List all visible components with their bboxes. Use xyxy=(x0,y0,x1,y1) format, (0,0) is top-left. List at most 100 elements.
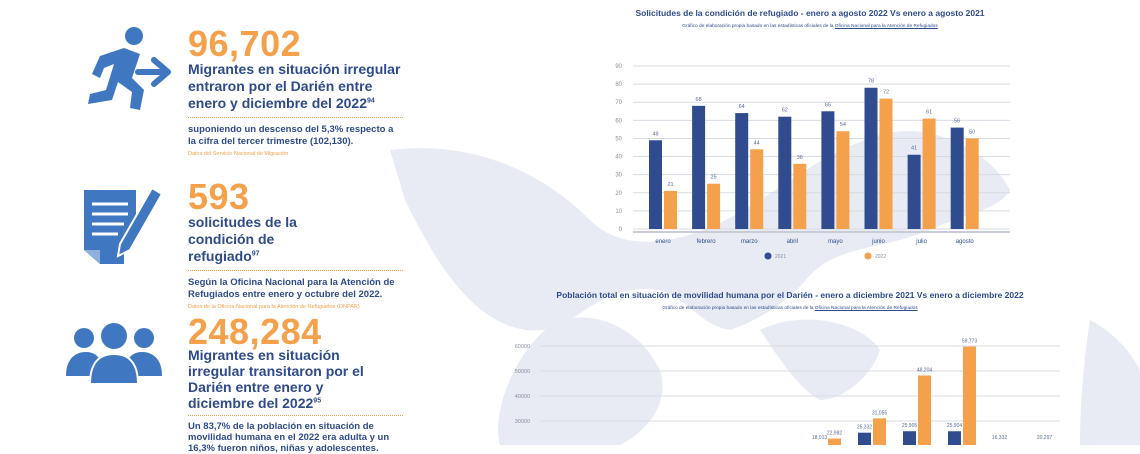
stat-heading: Migrantes en situación irregular entraro… xyxy=(188,61,403,112)
x-tick-label: abril xyxy=(787,239,798,245)
footnote: 97 xyxy=(251,250,260,258)
data-label: 18,013 xyxy=(812,435,828,441)
data-label: 72 xyxy=(883,90,889,96)
bar-2021-marzo xyxy=(735,113,749,229)
legend-marker-2022 xyxy=(864,252,872,260)
subtitle-text: Gráfico de elaboración propia basado en … xyxy=(662,306,815,311)
y-tick-label: 0 xyxy=(619,227,623,233)
y-tick-label: 80 xyxy=(615,82,622,88)
data-label: 48,204 xyxy=(917,367,933,373)
data-label: 61 xyxy=(926,110,932,116)
stat-source: Datos del Servicio Nacional de Migración xyxy=(188,151,289,157)
stat-body: suponiendo un descenso del 5,3% respecto… xyxy=(188,124,394,147)
heading-text: Migrantes en situación irregular entraro… xyxy=(188,61,401,111)
stat-heading: solicitudes de la condición de refugiado… xyxy=(188,214,348,265)
data-label: 65 xyxy=(825,102,831,108)
bar-2021 xyxy=(858,432,871,445)
stat-migrants-entered: 96,702 Migrantes en situación irregular … xyxy=(188,23,403,157)
y-tick-label: 40 xyxy=(615,155,622,161)
dotted-divider xyxy=(188,117,403,118)
data-label: 25,905 xyxy=(902,423,918,429)
bar-2022-enero xyxy=(664,190,677,229)
bar-2022-mayo xyxy=(836,131,850,229)
y-tick-label: 70 xyxy=(615,100,622,106)
data-label: 20,297 xyxy=(1037,435,1053,441)
bar-2022-febrero xyxy=(707,183,721,229)
footnote: 94 xyxy=(366,97,375,105)
bar-2022-agosto xyxy=(965,138,979,229)
document-pencil-icon xyxy=(84,186,164,264)
bar-2022 xyxy=(873,418,886,445)
y-tick-label: 60 xyxy=(615,118,622,124)
y-tick-label: 10 xyxy=(615,209,622,215)
stat-heading: Migrantes en situación irregular transit… xyxy=(188,347,378,411)
bar-2021-junio xyxy=(864,87,878,229)
data-label: 78 xyxy=(868,79,874,85)
bar-2021-enero xyxy=(649,140,662,229)
data-label: 49 xyxy=(652,131,658,137)
chart1-subtitle: Gráfico de elaboración propia basado en … xyxy=(600,24,1020,29)
x-tick-label: marzo xyxy=(741,239,758,245)
y-tick-label: 60000 xyxy=(515,344,530,350)
stat-body: Según la Oficina Nacional para la Atenci… xyxy=(188,277,395,300)
y-tick-label: 50 xyxy=(615,136,622,142)
data-label: 25 xyxy=(711,175,717,181)
people-group-icon xyxy=(66,323,162,385)
data-label: 54 xyxy=(840,122,846,128)
data-label: 36 xyxy=(797,155,803,161)
data-label: 25,904 xyxy=(947,423,963,429)
bar-2021-agosto xyxy=(950,127,964,229)
data-label: 44 xyxy=(754,140,760,146)
stat-number: 96,702 xyxy=(188,23,302,64)
onpar-link[interactable]: Oficina Nacional para la Atención de Ref… xyxy=(834,24,938,29)
legend-label: 2022 xyxy=(875,254,886,260)
data-label: 56 xyxy=(954,119,960,125)
x-tick-label: enero xyxy=(655,239,671,245)
data-label: 31,055 xyxy=(872,410,888,416)
bar-2022-marzo xyxy=(750,149,764,229)
chart2-title: Población total en situación de movilida… xyxy=(556,290,1024,300)
bar-2022 xyxy=(918,375,931,445)
stat-number: 248,284 xyxy=(188,311,322,352)
data-label: 41 xyxy=(911,146,917,152)
y-tick-label: 50000 xyxy=(515,369,530,375)
bar-2022-abril xyxy=(793,163,807,229)
footnote: 95 xyxy=(313,397,322,405)
bar-2022 xyxy=(963,346,976,445)
bar-2021-febrero xyxy=(692,105,706,229)
data-label: 64 xyxy=(739,104,745,110)
y-tick-label: 40000 xyxy=(515,394,530,400)
data-label: 50 xyxy=(969,129,975,135)
stat-refugee-requests: 593 solicitudes de la condición de refug… xyxy=(188,176,403,310)
onpar-link[interactable]: Oficina Nacional para la Atención de Ref… xyxy=(814,306,918,311)
x-tick-label: febrero xyxy=(697,239,717,245)
dotted-divider xyxy=(188,270,403,271)
x-tick-label: julio xyxy=(915,239,927,245)
dotted-divider xyxy=(188,415,403,416)
y-tick-label: 30000 xyxy=(515,419,530,425)
heading-text: Migrantes en situación irregular transit… xyxy=(188,347,364,411)
x-tick-label: mayo xyxy=(828,239,843,245)
runner-arrow-icon xyxy=(88,27,171,110)
bar-2022 xyxy=(828,438,841,445)
data-label: 25,332 xyxy=(857,425,873,431)
chart1-title: Solicitudes de la condición de refugiado… xyxy=(635,8,985,18)
bar-2021 xyxy=(903,431,916,445)
legend-marker-2021 xyxy=(764,252,772,260)
y-tick-label: 30 xyxy=(615,173,622,179)
data-label: 68 xyxy=(696,97,702,103)
stat-number: 593 xyxy=(188,176,250,217)
data-label: 59,773 xyxy=(962,339,978,345)
x-tick-label: junio xyxy=(871,239,885,245)
bar-2022-julio xyxy=(922,118,936,229)
y-tick-label: 20 xyxy=(615,191,622,197)
bar-2022-junio xyxy=(879,98,893,229)
y-tick-label: 90 xyxy=(615,64,622,70)
chart2-subtitle: Gráfico de elaboración propia basado en … xyxy=(500,306,1080,311)
data-label: 22,982 xyxy=(827,431,843,437)
data-label: 21 xyxy=(667,182,673,188)
legend-label: 2021 xyxy=(775,254,786,260)
bar-2021-julio xyxy=(907,154,921,229)
